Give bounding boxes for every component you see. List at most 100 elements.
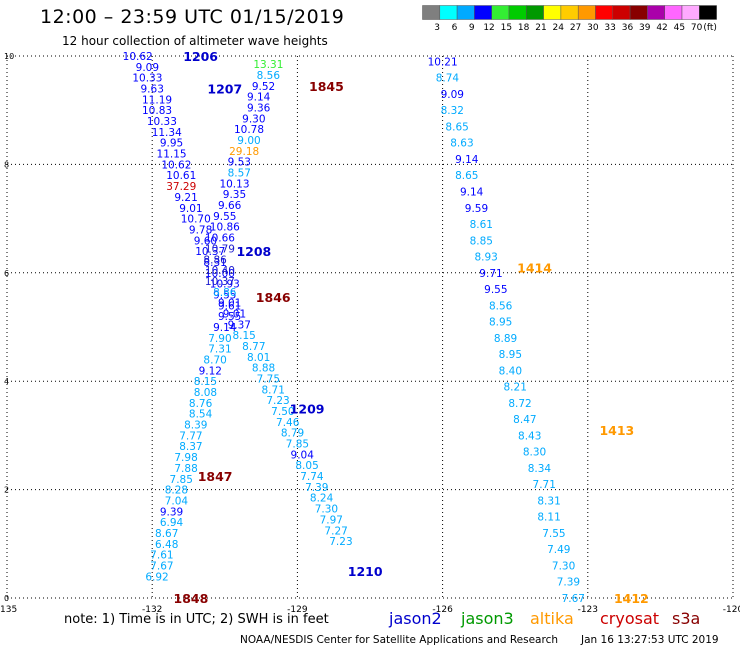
wave-height-label: 9.14 bbox=[213, 322, 237, 334]
wave-height-label: 7.74 bbox=[300, 471, 324, 483]
wave-height-label: 10.70 bbox=[181, 214, 211, 226]
wave-height-label: 7.39 bbox=[557, 577, 580, 589]
wave-height-label: 7.55 bbox=[542, 528, 565, 540]
colorbar-label: 39 bbox=[639, 23, 651, 33]
y-tick-label: 2 bbox=[4, 486, 9, 495]
wave-height-label: 8.63 bbox=[450, 138, 473, 150]
wave-height-label: 8.61 bbox=[470, 219, 493, 231]
wave-height-label: 10.33 bbox=[147, 116, 177, 128]
wave-height-label: 7.39 bbox=[305, 482, 328, 494]
wave-height-label: 6.94 bbox=[160, 517, 184, 529]
wave-height-label: 11.19 bbox=[142, 94, 172, 106]
wave-height-label: 9.66 bbox=[218, 200, 242, 212]
wave-height-label: 8.21 bbox=[504, 382, 527, 394]
wave-height-label: 7.77 bbox=[179, 430, 202, 442]
pass-number-label: 1210 bbox=[348, 564, 383, 579]
wave-height-label: 7.97 bbox=[320, 514, 343, 526]
wave-height-label: 9.37 bbox=[228, 319, 251, 331]
colorbar-label: 33 bbox=[604, 23, 615, 33]
wave-height-label: 9.14 bbox=[247, 92, 271, 104]
wave-height-label: 7.30 bbox=[552, 560, 575, 572]
wave-height-label: 9.55 bbox=[218, 311, 241, 323]
color-scale-legend: 3 6 9 12 15 18 21 24 27 30 33 36 39 42 45 70 (ft) bbox=[422, 5, 717, 33]
wave-height-label: 9.14 bbox=[455, 154, 479, 166]
colorbar-label: 45 bbox=[674, 23, 685, 33]
wave-height-label: 9.30 bbox=[242, 113, 265, 125]
x-tick-label: -123 bbox=[578, 605, 598, 615]
x-tick-label: -120 bbox=[723, 605, 740, 615]
wave-height-label: 7.23 bbox=[329, 536, 352, 548]
wave-height-label: 10.62 bbox=[123, 51, 153, 63]
colorbar-label: 3 bbox=[434, 23, 440, 33]
wave-height-label: 8.67 bbox=[155, 528, 178, 540]
wave-height-label: 8.31 bbox=[537, 495, 560, 507]
colorbar-label: 42 bbox=[656, 23, 667, 33]
wave-height-label: 10.61 bbox=[166, 170, 196, 182]
wave-height-label: 8.57 bbox=[228, 168, 251, 180]
colorbar-label: 18 bbox=[518, 23, 530, 33]
wave-height-label: 9.04 bbox=[291, 449, 315, 461]
wave-height-label: 8.76 bbox=[189, 398, 213, 410]
wave-height-label: 10.33 bbox=[132, 73, 162, 85]
wave-height-label: 8.95 bbox=[489, 317, 512, 329]
wave-height-label: 9.78 bbox=[189, 224, 212, 236]
wave-height-label: 9.52 bbox=[252, 81, 275, 93]
x-tick-label: -132 bbox=[142, 605, 162, 615]
wave-height-label: 29.18 bbox=[229, 146, 259, 158]
wave-height-label: 8.05 bbox=[295, 460, 318, 472]
legend-jason3: jason3 bbox=[461, 609, 514, 628]
chart-title: 12:00 – 23:59 UTC 01/15/2019 bbox=[40, 6, 345, 28]
wave-height-label: 9.60 bbox=[194, 235, 217, 247]
wave-height-label: 8.31 bbox=[203, 257, 226, 269]
wave-height-label: 7.67 bbox=[150, 560, 173, 572]
pass-number-label: 1207 bbox=[207, 82, 242, 97]
wave-height-label: 11.15 bbox=[157, 149, 187, 161]
wave-height-label: 7.49 bbox=[547, 544, 570, 556]
wave-height-label: 7.23 bbox=[266, 395, 289, 407]
colorbar-label: 15 bbox=[501, 23, 512, 33]
colorbar-unit: (ft) bbox=[703, 23, 717, 33]
wave-height-label: 7.30 bbox=[315, 504, 338, 516]
x-tick-label: -135 bbox=[0, 605, 17, 615]
wave-height-label: 9.36 bbox=[247, 102, 271, 114]
pass-number-label: 1845 bbox=[309, 79, 344, 94]
x-tick-label: -126 bbox=[432, 605, 453, 615]
wave-height-label: 10.93 bbox=[210, 279, 240, 291]
wave-height-label: 10.83 bbox=[142, 105, 172, 117]
pass-number-label: 1208 bbox=[236, 244, 271, 259]
wave-height-label: 8.08 bbox=[194, 387, 217, 399]
wave-height-label: 9.09 bbox=[441, 89, 464, 101]
wave-height-label: 9.39 bbox=[160, 506, 183, 518]
wave-height-label: 8.37 bbox=[179, 441, 202, 453]
wave-height-label: 8.28 bbox=[165, 485, 188, 497]
wave-height-label: 8.15 bbox=[194, 376, 217, 388]
wave-height-label: 9.53 bbox=[228, 157, 251, 169]
wave-height-label: 8.71 bbox=[262, 384, 285, 396]
colorbar-label: 9 bbox=[469, 23, 475, 33]
wave-height-label: 7.67 bbox=[562, 593, 585, 605]
wave-height-label: 9.61 bbox=[218, 300, 241, 312]
wave-height-label: 7.27 bbox=[324, 525, 347, 537]
wave-height-label: 8.86 bbox=[213, 287, 237, 299]
wave-height-label: 9.01 bbox=[218, 298, 241, 310]
wave-height-label: 7.61 bbox=[150, 550, 173, 562]
colorbar-label: 21 bbox=[535, 23, 546, 33]
wave-height-label: 7.85 bbox=[170, 474, 193, 486]
chart-subtitle: 12 hour collection of altimeter wave hei… bbox=[62, 34, 328, 48]
wave-height-label: 9.01 bbox=[223, 308, 246, 320]
pass-number-label: 1413 bbox=[599, 423, 634, 438]
pass-number-label: 1206 bbox=[183, 49, 218, 64]
colorbar-swatch bbox=[699, 5, 717, 20]
pass-number-label: 1848 bbox=[174, 591, 209, 606]
wave-height-label: 7.75 bbox=[257, 373, 280, 385]
colorbar-label: 36 bbox=[622, 23, 634, 33]
wave-height-label: 7.31 bbox=[208, 344, 231, 356]
y-tick-label: 8 bbox=[4, 160, 9, 169]
wave-height-label: 8.24 bbox=[310, 493, 334, 505]
colorbar-label: 70 bbox=[691, 23, 703, 33]
y-tick-label: 4 bbox=[4, 377, 9, 386]
wave-height-label: 6.92 bbox=[145, 571, 168, 583]
wave-height-label: 8.30 bbox=[523, 447, 546, 459]
pass-number-label: 1847 bbox=[198, 469, 233, 484]
wave-height-label: 8.77 bbox=[242, 341, 265, 353]
